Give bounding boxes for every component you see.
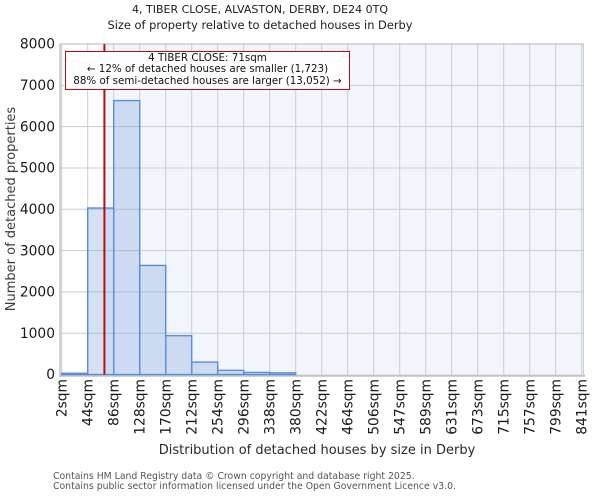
y-tick-label: 1000	[20, 326, 55, 342]
y-tick-label: 0	[46, 367, 55, 383]
annotation-line-smaller: ← 12% of detached houses are smaller (1,…	[86, 63, 329, 76]
x-tick-label: 422sqm	[314, 379, 330, 435]
x-tick-label: 757sqm	[522, 379, 538, 435]
x-tick-label: 212sqm	[184, 379, 200, 435]
annotation-line-property: 4 TIBER CLOSE: 71sqm	[148, 52, 267, 64]
x-tick-label: 296sqm	[236, 379, 252, 435]
histogram-bar	[61, 372, 89, 376]
chart-subtitle: Size of property relative to detached ho…	[107, 17, 413, 32]
x-tick-label: 44sqm	[80, 379, 96, 426]
annotation-box: 4 TIBER CLOSE: 71sqm ← 12% of detached h…	[65, 51, 350, 90]
y-axis-title: Number of detached properties	[4, 106, 19, 312]
x-tick-label: 2sqm	[54, 379, 70, 417]
x-tick-label: 464sqm	[340, 379, 356, 435]
x-tick-label: 547sqm	[392, 379, 408, 435]
x-axis-title: Distribution of detached houses by size …	[158, 443, 476, 458]
y-tick-label: 5000	[20, 161, 55, 177]
x-tick-label: 380sqm	[288, 379, 304, 435]
footer: Contains HM Land Registry data © Crown c…	[53, 472, 456, 491]
y-tick-label: 6000	[20, 119, 55, 135]
histogram-bar	[242, 371, 271, 376]
y-tick-label: 4000	[20, 202, 55, 218]
histogram-bar	[269, 372, 297, 376]
chart-title: 4, TIBER CLOSE, ALVASTON, DERBY, DE24 0T…	[132, 3, 388, 16]
footer-line-2: Contains public sector information licen…	[53, 480, 456, 492]
x-tick-label: 631sqm	[444, 379, 460, 435]
y-tick-label: 8000	[20, 37, 55, 53]
y-tick-label: 7000	[20, 78, 55, 94]
histogram-bar	[164, 334, 193, 376]
histogram-bar	[138, 264, 167, 376]
x-tick-label: 254sqm	[210, 379, 226, 435]
x-tick-label: 506sqm	[366, 379, 382, 435]
x-tick-label: 589sqm	[418, 379, 434, 435]
histogram-bar	[190, 361, 219, 376]
y-tick-label: 3000	[20, 243, 55, 259]
x-tick-label: 86sqm	[106, 379, 122, 426]
x-tick-label: 841sqm	[574, 379, 590, 435]
histogram-bar	[112, 99, 141, 376]
annotation-line-larger: 88% of semi-detached houses are larger (…	[73, 74, 342, 87]
x-tick-label: 715sqm	[496, 379, 512, 435]
x-tick-label: 128sqm	[132, 379, 148, 435]
x-tick-label: 673sqm	[470, 379, 486, 435]
x-tick-label: 799sqm	[548, 379, 564, 435]
footer-line-1: Contains HM Land Registry data © Crown c…	[53, 471, 415, 482]
histogram-bar	[216, 369, 245, 376]
x-tick-label: 338sqm	[262, 379, 278, 435]
histogram-bar	[86, 207, 115, 376]
y-tick-label: 2000	[20, 285, 55, 301]
x-tick-label: 170sqm	[158, 379, 174, 435]
